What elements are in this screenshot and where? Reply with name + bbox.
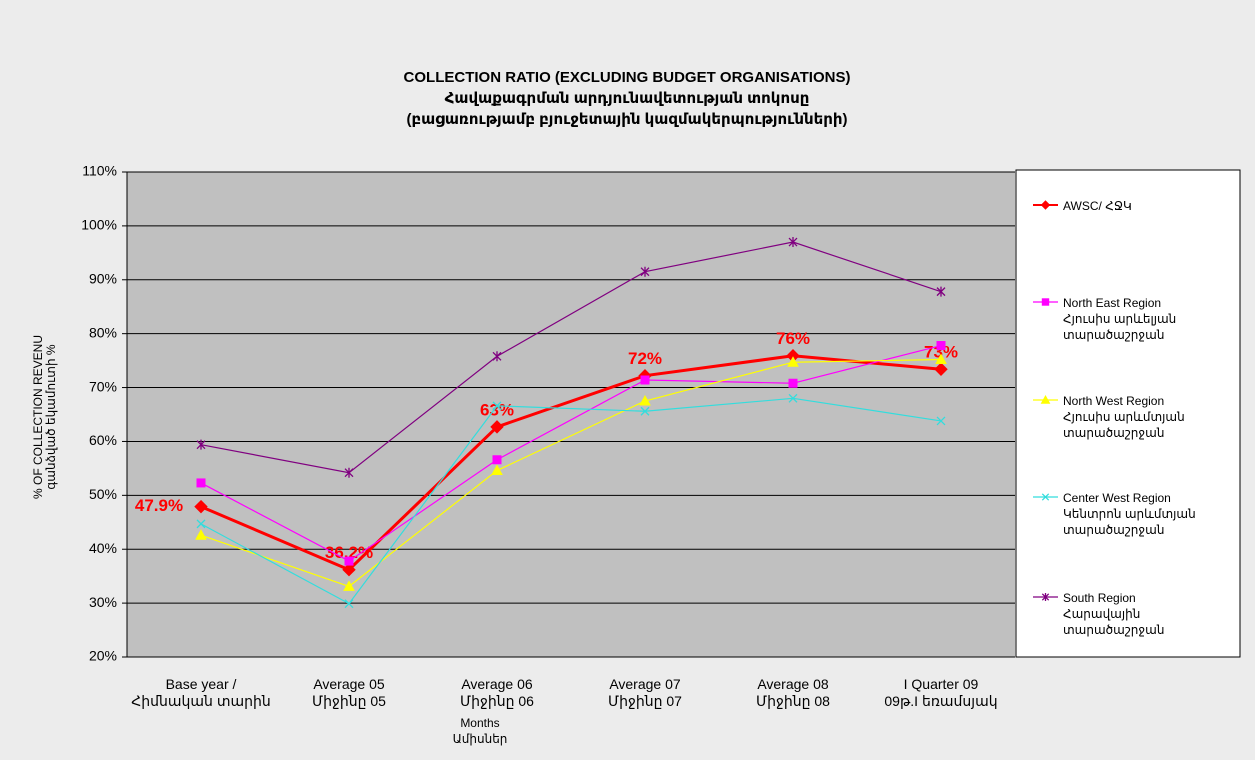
- legend-label: AWSC/ ՀՋԿ: [1063, 199, 1132, 213]
- legend-label: North West Region Հյուսիս արևմտյան տարած…: [1063, 394, 1185, 440]
- x-tick-label: Average 05 Միջինը 05: [312, 676, 386, 709]
- marker: [194, 499, 208, 514]
- legend-label: North East Region Հյուսիս արևելյան տարած…: [1063, 296, 1177, 342]
- marker: [344, 599, 354, 609]
- x-tick-label: Average 07 Միջինը 07: [608, 676, 682, 709]
- marker: [492, 401, 502, 411]
- marker: [344, 467, 354, 478]
- marker: [936, 286, 946, 297]
- marker: [640, 266, 650, 277]
- marker: [788, 237, 798, 248]
- x-tick-label: Average 06 Միջինը 06: [460, 676, 534, 709]
- y-axis-label: % OF COLLECTION REVENU գանձված եկամուտի …: [31, 334, 58, 500]
- y-tick-label: 70%: [89, 378, 117, 394]
- y-tick-label: 60%: [89, 432, 117, 448]
- data-label: 36.2%: [325, 543, 373, 562]
- data-label: 63%: [480, 400, 514, 419]
- marker: [640, 406, 650, 416]
- series-line: [200, 241, 942, 474]
- y-tick-label: 30%: [89, 594, 117, 610]
- marker: [196, 519, 206, 529]
- y-tick-label: 80%: [89, 324, 117, 340]
- legend-marker: [1041, 298, 1050, 306]
- x-tick-label: Base year / Հիմնական տարին: [131, 676, 271, 709]
- marker: [640, 375, 650, 385]
- series-line: [200, 344, 942, 562]
- series-line: [200, 358, 942, 588]
- y-tick-label: 50%: [89, 486, 117, 502]
- legend-marker: [1041, 493, 1050, 501]
- marker: [196, 478, 206, 488]
- marker: [936, 341, 946, 351]
- marker: [935, 353, 947, 365]
- marker: [492, 351, 502, 362]
- marker: [491, 464, 503, 476]
- marker: [342, 562, 356, 577]
- legend-marker: [1041, 593, 1050, 601]
- marker: [343, 580, 355, 591]
- marker: [788, 393, 798, 403]
- marker: [934, 362, 948, 376]
- x-tick-label: I Quarter 09 09թ.I եռամսյակ: [884, 676, 998, 709]
- data-label: 72%: [628, 349, 662, 368]
- x-axis-label: Months Ամիսներ: [452, 716, 508, 746]
- data-label: 47.9%: [135, 496, 183, 515]
- x-tick-label: Average 08 Միջինը 08: [756, 676, 830, 709]
- y-tick-label: 20%: [89, 648, 117, 664]
- legend-box: [1015, 169, 1241, 658]
- marker: [196, 439, 206, 450]
- chart-title: COLLECTION RATIO (EXCLUDING BUDGET ORGAN…: [403, 69, 851, 128]
- y-tick-label: 110%: [82, 163, 117, 179]
- marker: [195, 529, 207, 540]
- legend-label: Center West Region Կենտրոն արևմտյան տարա…: [1063, 491, 1196, 537]
- marker: [490, 420, 504, 434]
- marker: [492, 455, 502, 465]
- data-label: 76%: [776, 329, 810, 348]
- series-line: [200, 397, 942, 605]
- legend-marker: [1040, 394, 1051, 404]
- marker: [936, 416, 946, 426]
- y-tick-label: 40%: [89, 540, 117, 556]
- y-tick-label: 90%: [89, 270, 117, 286]
- legend-marker: [1040, 200, 1051, 210]
- legend-label: South Region Հարավային տարածաշրջան: [1063, 591, 1165, 637]
- plot-area: [127, 172, 1015, 657]
- marker: [344, 556, 354, 566]
- marker: [787, 356, 799, 367]
- series-line: [200, 354, 942, 572]
- y-tick-label: 100%: [81, 217, 117, 233]
- marker: [788, 378, 798, 388]
- marker: [639, 394, 651, 406]
